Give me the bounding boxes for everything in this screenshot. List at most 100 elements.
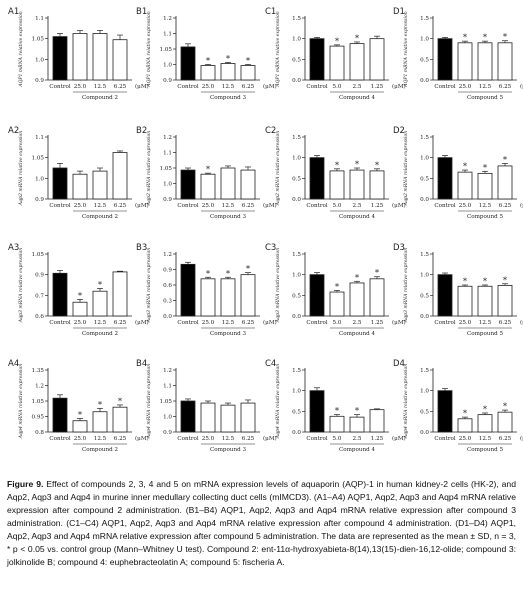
a3-xlabel-1: 25.0 <box>74 320 87 326</box>
c3-bar-0 <box>309 274 325 317</box>
d4-ytick-label: 1.5 <box>420 368 429 374</box>
d4-ytick-label: 1.0 <box>420 389 429 395</box>
d2-bar-3 <box>497 165 513 200</box>
c3-bar-1 <box>329 291 345 317</box>
c3-sig-star-2: * <box>355 273 359 282</box>
c3-xlabel-0: Control <box>306 320 328 326</box>
c4-ytick-label: 1.0 <box>292 389 301 395</box>
c2-xlabel-1: 5.0 <box>333 203 342 209</box>
a1-xlabel-0: Control <box>49 84 71 90</box>
a3-ytick-label: 1.05 <box>32 252 45 258</box>
d4-bar-0 <box>437 390 453 433</box>
c2-ytick-label: 0.0 <box>292 197 301 203</box>
a4-bar-0 <box>52 397 68 433</box>
c3-unit: (μM) <box>392 319 406 326</box>
c1-xlabel-1: 5.0 <box>333 84 342 90</box>
b4-unit: (μM) <box>263 435 277 442</box>
c3-group-label: Compound 4 <box>339 331 375 337</box>
b1-ytick-label: 1.05 <box>160 47 173 53</box>
d3-ytick-label: 0.5 <box>420 293 429 299</box>
a3-ytick-label: 0.7 <box>35 293 44 299</box>
c1-ylabel: AQP1 mRNA relative expression <box>275 11 281 87</box>
a1-xlabel-3: 6.25 <box>114 84 127 90</box>
a2-ytick-label: 1.05 <box>32 156 45 162</box>
a3-ylabel: Aqp3 mRNA relative expression <box>18 248 24 324</box>
c2-xlabel-2: 2.5 <box>353 203 362 209</box>
a4-xlabel-0: Control <box>49 436 71 442</box>
b3-ylabel: Aqp3 mRNA relative expression <box>146 248 152 324</box>
a4-ytick-label: 0.95 <box>32 415 45 421</box>
a2-xlabel-3: 6.25 <box>114 203 127 209</box>
d4-ytick-label: 0.5 <box>420 409 429 415</box>
c3-xlabel-1: 5.0 <box>333 320 342 326</box>
d3-group-label: Compound 5 <box>467 331 503 337</box>
d3-unit: (μM) <box>520 319 523 326</box>
bar-charts-svg: A1 AQP1 mRNA relative expression 0.9 1.0 1.0… <box>8 7 523 453</box>
a4-ytick-label: 0.8 <box>35 430 44 436</box>
d1-ytick-label: 0.0 <box>420 78 429 84</box>
c4-bar-0 <box>309 390 325 433</box>
a4-unit: (μM) <box>135 435 149 442</box>
a3-bar-2 <box>92 290 108 317</box>
c2-panel-label: C2 <box>265 126 276 136</box>
d2-panel-label: D2 <box>393 126 405 136</box>
d1-bar-2 <box>477 42 493 81</box>
d1-sig-star-2: * <box>483 33 487 42</box>
b1-sig-star-2: * <box>226 54 230 63</box>
d3-xlabel-0: Control <box>434 320 456 326</box>
c2-xlabel-3: 1.25 <box>371 203 384 209</box>
b3-sig-star-3: * <box>246 265 250 274</box>
a1-ytick-label: 1.05 <box>32 37 45 43</box>
a4-sig-star-1: * <box>78 410 82 419</box>
a2-ylabel: Aqp2 mRNA relative expression <box>18 131 24 207</box>
d1-xlabel-1: 25.0 <box>459 84 472 90</box>
b2-panel-label: B2 <box>136 126 147 136</box>
b2-group-label: Compound 3 <box>210 214 246 220</box>
c4-bar-2 <box>349 416 365 433</box>
b1-sig-star-1: * <box>206 57 210 66</box>
d3-sig-star-3: * <box>503 276 507 285</box>
b2-bar-2 <box>220 167 236 200</box>
a1-panel-label: A1 <box>8 7 19 17</box>
d3-bar-2 <box>477 285 493 317</box>
d4-sig-star-1: * <box>463 409 467 418</box>
a4-sig-star-2: * <box>98 400 102 409</box>
b2-sig-star-1: * <box>206 165 210 174</box>
c4-panel-label: C4 <box>265 359 276 369</box>
b3-ytick-label: 1.2 <box>163 252 172 258</box>
b3-xlabel-2: 12.5 <box>222 320 235 326</box>
a1-unit: (μM) <box>135 83 149 90</box>
d2-group-label: Compound 5 <box>467 214 503 220</box>
b3-bar-3 <box>240 274 256 317</box>
c4-sig-star-1: * <box>335 407 339 416</box>
d3-ytick-label: 0.0 <box>420 314 429 320</box>
c3-bar-2 <box>349 282 365 317</box>
c4-ytick-label: 0.5 <box>292 409 301 415</box>
c1-sig-star-1: * <box>335 37 339 46</box>
b4-group-label: Compound 3 <box>210 447 246 453</box>
b4-bar-0 <box>180 400 196 433</box>
a2-ytick-label: 1.0 <box>35 176 44 182</box>
c1-ytick-label: 1.0 <box>292 37 301 43</box>
b4-xlabel-1: 25.0 <box>202 436 215 442</box>
b2-bar-0 <box>180 169 196 200</box>
d4-ytick-label: 0.0 <box>420 430 429 436</box>
a4-bar-1 <box>72 420 88 433</box>
b3-bar-1 <box>200 278 216 317</box>
a2-xlabel-2: 12.5 <box>94 203 107 209</box>
c4-unit: (μM) <box>392 435 406 442</box>
c4-xlabel-1: 5.0 <box>333 436 342 442</box>
c3-ylabel: Aqp3 mRNA relative expression <box>275 248 281 324</box>
a4-sig-star-3: * <box>118 397 122 406</box>
a3-unit: (μM) <box>135 319 149 326</box>
d1-xlabel-2: 12.5 <box>479 84 492 90</box>
d3-panel-label: D3 <box>393 243 405 253</box>
figure-caption: Figure 9. Effect of compounds 2, 3, 4 an… <box>7 478 516 569</box>
a2-xlabel-1: 25.0 <box>74 203 87 209</box>
d4-sig-star-2: * <box>483 405 487 414</box>
b4-ytick-label: 0.9 <box>163 430 172 436</box>
d3-xlabel-2: 12.5 <box>479 320 492 326</box>
b2-xlabel-1: 25.0 <box>202 203 215 209</box>
a1-group-label: Compound 2 <box>82 95 118 101</box>
a1-bar-0 <box>52 36 68 81</box>
